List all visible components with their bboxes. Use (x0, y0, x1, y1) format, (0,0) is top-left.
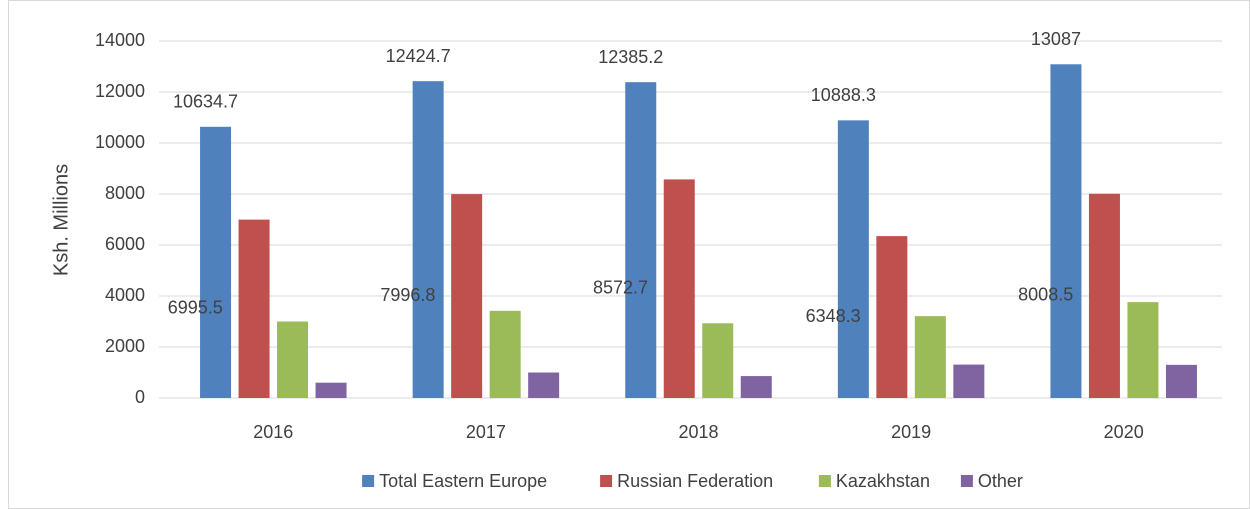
data-label: 10634.7 (173, 92, 238, 112)
data-label: 8008.5 (1018, 285, 1073, 305)
bar (277, 321, 309, 398)
bar (625, 82, 657, 398)
bar (837, 120, 869, 398)
data-label: 6348.3 (806, 306, 861, 326)
legend-label: Total Eastern Europe (379, 471, 547, 491)
bar (953, 364, 985, 398)
bar (702, 323, 734, 398)
data-label: 12385.2 (598, 47, 663, 67)
bar (412, 81, 444, 398)
y-axis-label: Ksh. Millions (50, 164, 72, 276)
bar (663, 179, 695, 398)
bar (1088, 193, 1120, 398)
y-tick-label: 6000 (105, 234, 145, 254)
bar (200, 126, 232, 398)
data-label: 13087 (1031, 29, 1081, 49)
y-tick-label: 4000 (105, 285, 145, 305)
bar (1050, 64, 1082, 399)
y-tick-label: 10000 (95, 132, 145, 152)
data-label: 7996.8 (380, 285, 435, 305)
bar (740, 376, 772, 398)
data-label: 8572.7 (593, 277, 648, 297)
bar (489, 310, 521, 398)
bar (451, 194, 483, 398)
bar (315, 382, 347, 398)
bar (1127, 302, 1159, 398)
legend-label: Kazakhstan (836, 471, 930, 491)
y-tick-label: 12000 (95, 81, 145, 101)
data-label: 6995.5 (168, 298, 223, 318)
bar (1165, 364, 1197, 398)
legend-swatch (960, 475, 973, 487)
data-label: 12424.7 (386, 46, 451, 66)
bar (876, 236, 908, 398)
data-label: 10888.3 (811, 85, 876, 105)
y-tick-label: 0 (135, 387, 145, 407)
x-tick-label: 2019 (891, 422, 931, 442)
bar (528, 372, 560, 398)
y-tick-label: 2000 (105, 336, 145, 356)
bar (914, 316, 946, 398)
x-tick-label: 2020 (1104, 422, 1144, 442)
y-tick-label: 14000 (95, 30, 145, 50)
legend-label: Other (978, 471, 1023, 491)
bar (238, 219, 270, 398)
legend-swatch (818, 475, 831, 487)
x-tick-label: 2017 (466, 422, 506, 442)
y-tick-label: 8000 (105, 183, 145, 203)
legend-swatch (362, 475, 375, 487)
x-tick-label: 2016 (253, 422, 293, 442)
legend-swatch (600, 475, 613, 487)
legend-label: Russian Federation (617, 471, 773, 491)
x-tick-label: 2018 (678, 422, 718, 442)
